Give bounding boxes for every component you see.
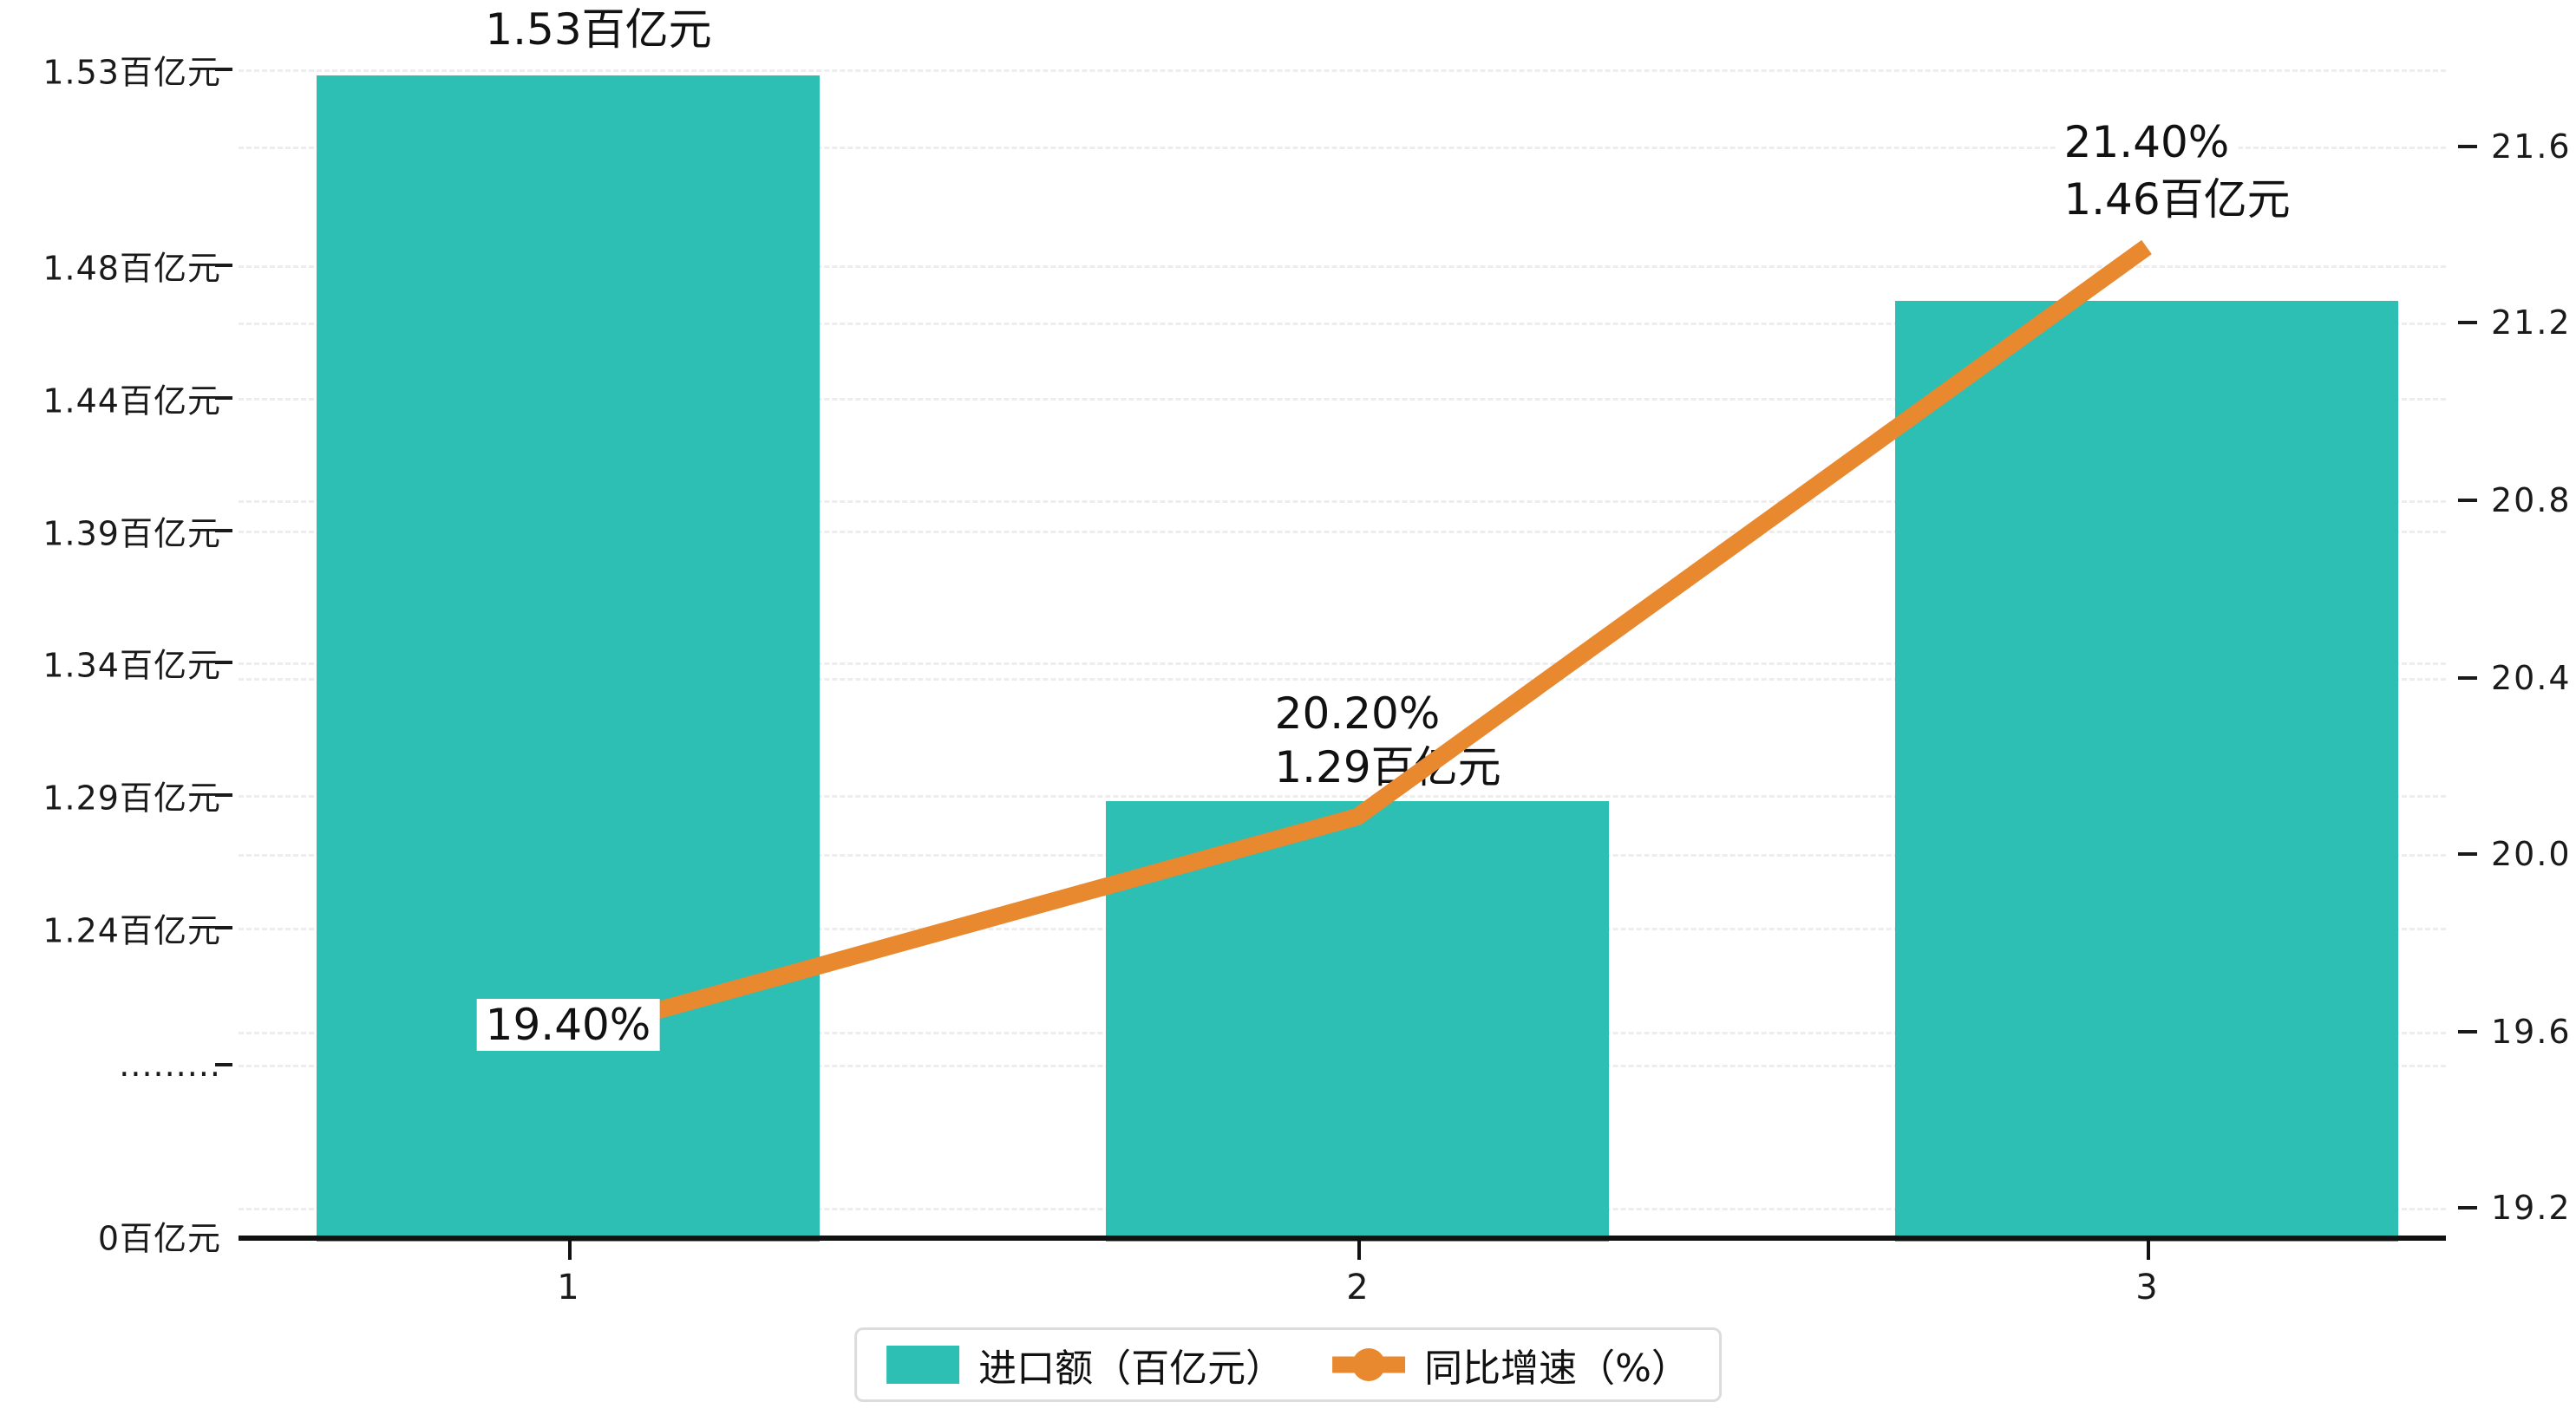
x-axis-tick-mark [1357,1241,1361,1260]
x-axis-line [239,1236,2446,1241]
x-axis-tick-label: 2 [1346,1268,1369,1307]
left-axis-tick-mark [215,1063,232,1066]
bar-value-label: 1.29百亿元 [1265,741,1510,793]
left-axis-tick-label: ......... [119,1046,221,1084]
right-axis-tick-mark [2458,321,2477,324]
x-axis-tick-label: 3 [2135,1268,2158,1307]
bar-value-label: 1.53百亿元 [476,3,721,55]
right-axis-tick-label: 21.6 [2491,127,2572,166]
line-dot-swatch-icon [1332,1346,1406,1384]
right-axis-tick-mark [2458,676,2477,680]
right-axis-tick-label: 19.6 [2491,1013,2572,1051]
right-axis-tick-label: 20.0 [2491,835,2572,873]
right-axis-tick-mark [2458,1030,2477,1034]
right-axis-tick-mark [2458,1206,2477,1210]
left-axis-tick-mark [215,264,232,267]
legend-label-line: 同比增速（%） [1424,1347,1690,1391]
growth-value-label: 21.40% [2055,116,2239,168]
bar-3[interactable] [1895,301,2398,1242]
bar-swatch-icon [886,1346,960,1384]
growth-value-label: 20.20% [1265,688,1449,740]
left-axis-tick-label: 1.29百亿元 [42,779,221,818]
x-axis-tick-label: 1 [557,1268,579,1307]
left-axis-tick-mark [215,68,232,71]
left-axis-tick-mark [215,529,232,532]
right-axis-tick-label: 20.4 [2491,659,2572,697]
legend-label-bar: 进口额（百亿元） [978,1347,1285,1391]
gridline [239,69,2446,72]
chart-legend: 进口额（百亿元） 同比增速（%） [854,1327,1722,1402]
right-axis-tick-mark [2458,145,2477,148]
x-axis-tick-mark [568,1241,572,1260]
right-axis-tick-mark [2458,499,2477,502]
legend-item-line[interactable]: 同比增速（%） [1332,1337,1690,1392]
bar-2[interactable] [1106,801,1609,1242]
left-axis-tick-label: 1.39百亿元 [42,514,221,553]
right-axis-tick-mark [2458,852,2477,856]
legend-item-bar[interactable]: 进口额（百亿元） [886,1337,1284,1392]
right-axis-tick-label: 20.8 [2491,481,2572,519]
right-axis-tick-label: 19.2 [2491,1189,2572,1227]
gridline [239,147,2446,149]
bar-1[interactable] [317,75,820,1242]
growth-value-label: 19.40% [476,999,660,1051]
left-axis-tick-mark [215,661,232,664]
right-axis-tick-label: 21.2 [2491,303,2572,342]
left-axis-tick-mark [215,926,232,929]
left-axis-tick-label: 1.44百亿元 [42,381,221,421]
left-axis-tick-label: 1.24百亿元 [42,911,221,950]
left-axis-tick-mark [215,793,232,797]
left-axis-tick-label: 1.48百亿元 [42,249,221,288]
bar-value-label: 1.46百亿元 [2055,173,2299,225]
left-axis-tick-label: 1.34百亿元 [42,646,221,685]
left-axis-tick-label: 1.53百亿元 [42,53,221,92]
left-axis-tick-mark [215,396,232,400]
left-axis-tick-label: 0百亿元 [97,1219,221,1258]
x-axis-tick-mark [2147,1241,2150,1260]
